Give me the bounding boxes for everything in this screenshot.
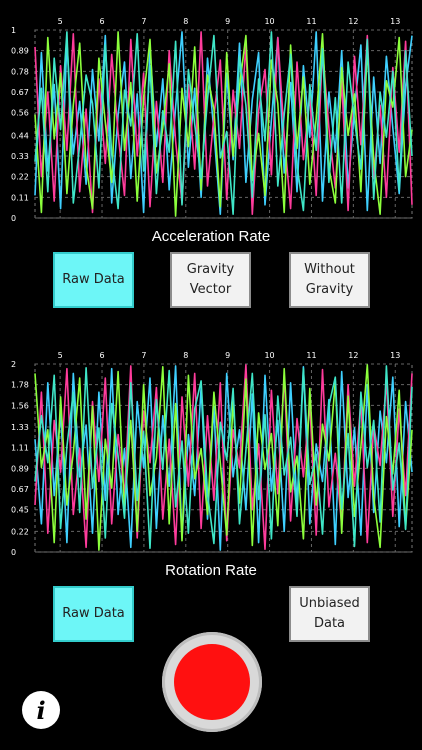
y-tick-label: 0.67 [11, 88, 29, 97]
x-tick-label: 11 [306, 351, 316, 360]
rotation-raw-data-button[interactable]: Raw Data [53, 586, 134, 642]
x-tick-label: 8 [183, 351, 188, 360]
acceleration-rate-label: Acceleration Rate [151, 228, 271, 245]
y-tick-label: 1.11 [11, 444, 29, 453]
x-tick-label: 6 [99, 17, 104, 26]
y-tick-label: 1.56 [11, 401, 29, 410]
y-tick-label: 2 [11, 360, 16, 369]
rotation-chart-svg: 0 0.22 0.45 0.67 0.89 1.11 1.33 1.56 1.78 2 5 6 7 8 9 1… [11, 351, 413, 556]
x-tick-label: 13 [390, 17, 400, 26]
series-line-3 [34, 364, 413, 551]
x-tick-label: 8 [183, 17, 188, 26]
x-tick-label: 7 [141, 351, 146, 360]
y-tick-label: 0.89 [11, 47, 29, 56]
x-tick-label: 6 [99, 351, 104, 360]
x-tick-label: 10 [264, 351, 274, 360]
series-line-3 [34, 31, 413, 217]
y-tick-label: 0.78 [11, 67, 29, 76]
unbiased-data-button[interactable]: Unbiased Data [289, 586, 370, 642]
acceleration-chart-svg: 0 0.11 0.22 0.33 0.44 0.56 0.67 0.78 0.89 1 5 6 7 8 9 1… [11, 17, 413, 222]
y-tick-label: 0.45 [11, 506, 29, 515]
y-tick-label: 0.11 [11, 193, 29, 202]
y-tick-label: 0.56 [11, 109, 29, 118]
x-tick-label: 9 [225, 351, 230, 360]
x-tick-label: 7 [141, 17, 146, 26]
y-tick-label: 0 [11, 548, 16, 556]
y-tick-label: 0.67 [11, 485, 29, 494]
x-tick-label: 5 [58, 17, 63, 26]
x-tick-label: 10 [264, 17, 274, 26]
x-tick-label: 9 [225, 17, 230, 26]
x-tick-label: 12 [348, 351, 358, 360]
y-tick-label: 0.44 [11, 131, 29, 140]
y-tick-label: 1 [11, 26, 16, 35]
acceleration-raw-data-button[interactable]: Raw Data [53, 252, 134, 308]
info-button[interactable]: i [22, 691, 60, 729]
x-tick-label: 5 [58, 351, 63, 360]
y-tick-label: 1.78 [11, 381, 29, 390]
info-icon: i [36, 695, 46, 725]
x-tick-label: 13 [390, 351, 400, 360]
series-line-4 [34, 31, 413, 215]
record-button[interactable] [162, 632, 262, 732]
y-tick-label: 0.89 [11, 464, 29, 473]
gravity-vector-button[interactable]: Gravity Vector [170, 252, 251, 308]
record-icon [174, 644, 250, 720]
without-gravity-button[interactable]: Without Gravity [289, 252, 370, 308]
x-tick-label: 12 [348, 17, 358, 26]
y-tick-label: 0.22 [11, 173, 29, 182]
rotation-chart: 0 0.22 0.45 0.67 0.89 1.11 1.33 1.56 1.78 2 5 6 7 8 9 1… [0, 346, 422, 556]
y-tick-label: 1.33 [11, 423, 29, 432]
y-tick-label: 0.33 [11, 152, 29, 161]
y-tick-label: 0 [11, 214, 16, 222]
acceleration-chart: 0 0.11 0.22 0.33 0.44 0.56 0.67 0.78 0.89 1 5 6 7 8 9 1… [0, 12, 422, 222]
series-line-4 [34, 365, 413, 549]
x-tick-label: 11 [306, 17, 316, 26]
y-tick-label: 0.22 [11, 527, 29, 536]
rotation-rate-label: Rotation Rate [165, 562, 257, 579]
